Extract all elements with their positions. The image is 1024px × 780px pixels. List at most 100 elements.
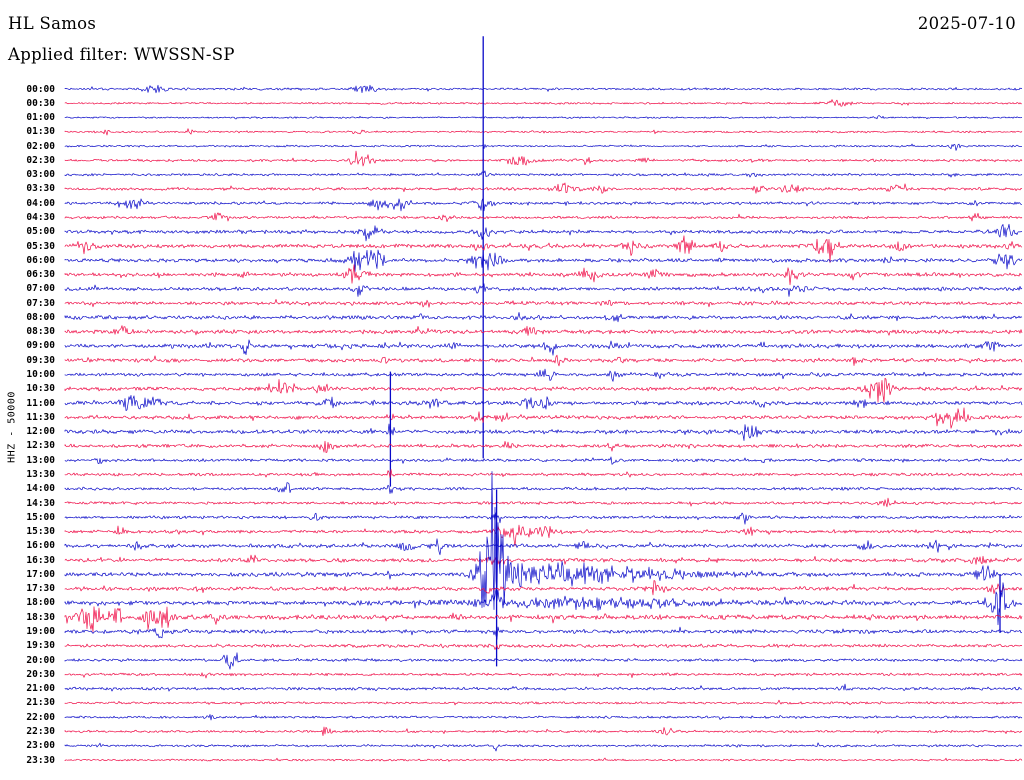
trace-row-1930 [64, 643, 1023, 650]
trace-row-1600 [64, 538, 1023, 556]
trace-row-1830 [64, 606, 1023, 633]
trace-row-1200 [64, 423, 1023, 441]
trace-row-0930 [64, 354, 1023, 367]
trace-row-2100 [64, 683, 1023, 692]
trace-row-0400 [64, 197, 1023, 212]
time-label: 18:00 [26, 597, 55, 609]
time-label: 18:30 [26, 611, 55, 623]
trace-row-0430 [64, 212, 1023, 223]
time-label: 13:30 [26, 468, 55, 480]
time-label: 21:30 [26, 697, 55, 709]
time-label: 16:00 [26, 540, 55, 552]
time-label: 15:00 [26, 511, 55, 523]
trace-row-1730 [64, 580, 1023, 596]
time-label: 07:00 [26, 283, 55, 295]
time-label: 17:00 [26, 568, 55, 580]
trace-row-0530 [64, 235, 1023, 264]
time-label: 02:00 [26, 140, 55, 152]
time-label: 05:30 [26, 240, 55, 252]
time-label: 01:00 [26, 112, 55, 124]
time-label: 02:30 [26, 154, 55, 166]
time-label: 20:00 [26, 654, 55, 666]
trace-row-2000 [64, 652, 1023, 670]
trace-row-1630 [64, 554, 1023, 565]
trace-row-0030 [64, 99, 1023, 107]
trace-row-0730 [64, 299, 1023, 308]
trace-row-1330 [64, 469, 1023, 478]
trace-row-1100 [64, 395, 1023, 411]
time-label: 19:30 [26, 640, 55, 652]
station-title: HL Samos [8, 14, 97, 33]
time-label: 11:00 [26, 397, 55, 409]
time-label: 14:00 [26, 483, 55, 495]
trace-row-1900 [64, 626, 1023, 640]
filter-label: Applied filter: WWSSN-SP [8, 45, 235, 64]
trace-row-0000 [64, 84, 1023, 94]
time-label: 00:30 [26, 97, 55, 109]
trace-row-1800 [64, 582, 1023, 626]
trace-row-2030 [64, 672, 1023, 679]
time-labels: 00:00 00:30 01:00 01:30 02:00 02:30 03:00 03:30… [0, 0, 56, 780]
time-label: 09:30 [26, 354, 55, 366]
trace-row-0500 [64, 223, 1023, 242]
time-label: 09:00 [26, 340, 55, 352]
trace-row-0230 [64, 150, 1023, 167]
time-label: 16:30 [26, 554, 55, 566]
time-label: 12:30 [26, 440, 55, 452]
time-label: 04:30 [26, 211, 55, 223]
trace-row-0600 [64, 249, 1023, 272]
time-label: 19:00 [26, 626, 55, 638]
trace-row-0130 [64, 128, 1023, 136]
trace-row-1030 [64, 377, 1023, 403]
trace-row-1130 [64, 407, 1023, 429]
time-label: 12:00 [26, 426, 55, 438]
time-label: 03:00 [26, 169, 55, 181]
time-label: 00:00 [26, 83, 55, 95]
time-label: 10:00 [26, 369, 55, 381]
trace-row-1500 [64, 512, 1023, 525]
time-label: 01:30 [26, 126, 55, 138]
trace-row-0330 [64, 182, 1023, 194]
time-label: 20:30 [26, 668, 55, 680]
trace-row-2330 [64, 757, 1023, 762]
trace-row-2230 [64, 726, 1023, 737]
time-label: 17:30 [26, 583, 55, 595]
trace-row-1430 [64, 497, 1023, 508]
trace-row-1400 [64, 482, 1023, 494]
time-label: 13:00 [26, 454, 55, 466]
trace-row-2300 [64, 742, 1023, 752]
trace-row-2130 [64, 699, 1023, 706]
trace-row-0200 [64, 143, 1023, 151]
time-label: 21:00 [26, 683, 55, 695]
trace-row-1700 [64, 471, 1023, 610]
time-label: 03:30 [26, 183, 55, 195]
time-label: 15:30 [26, 526, 55, 538]
time-label: 14:30 [26, 497, 55, 509]
time-label: 22:30 [26, 725, 55, 737]
trace-row-0900 [64, 339, 1023, 356]
trace-row-0830 [64, 325, 1023, 336]
trace-row-0700 [64, 283, 1023, 297]
time-label: 05:00 [26, 226, 55, 238]
trace-row-0100 [64, 115, 1023, 120]
time-label: 08:00 [26, 311, 55, 323]
trace-row-1000 [64, 368, 1023, 382]
time-label: 08:30 [26, 326, 55, 338]
date-label: 2025-07-10 [917, 14, 1016, 33]
time-label: 10:30 [26, 383, 55, 395]
time-label: 06:00 [26, 254, 55, 266]
time-label: 07:30 [26, 297, 55, 309]
time-label: 11:30 [26, 411, 55, 423]
time-label: 23:30 [26, 754, 55, 766]
time-label: 06:30 [26, 269, 55, 281]
trace-row-0300 [64, 170, 1023, 178]
time-label: 22:00 [26, 711, 55, 723]
trace-row-0630 [64, 264, 1023, 286]
trace-row-1530 [64, 524, 1023, 547]
trace-row-1300 [64, 456, 1023, 465]
trace-row-2200 [64, 714, 1023, 721]
trace-row-1230 [64, 440, 1023, 453]
trace-row-0800 [64, 312, 1023, 323]
